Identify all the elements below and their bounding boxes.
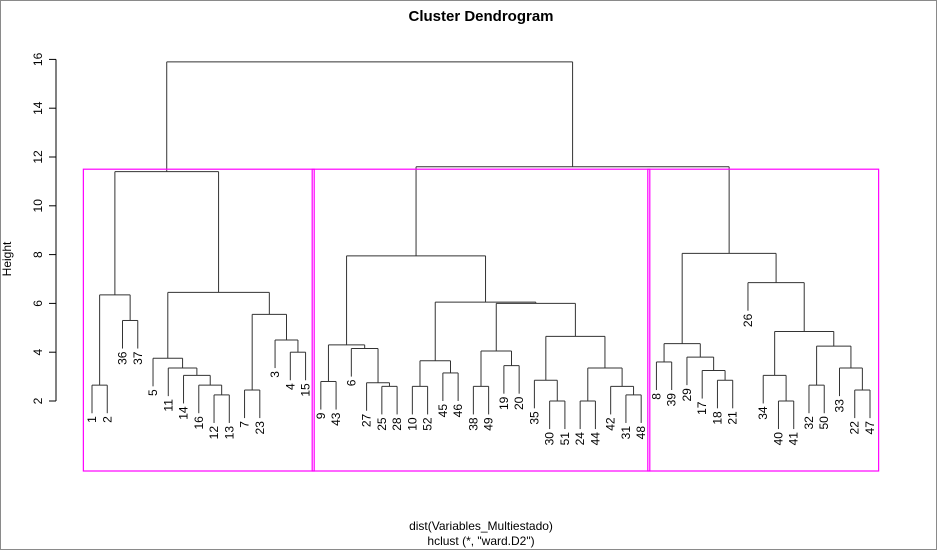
- leaf-label: 13: [222, 426, 236, 440]
- x-axis-label: dist(Variables_Multiestado): [409, 519, 553, 533]
- leaf-label: 52: [421, 417, 435, 431]
- leaf-label: 25: [375, 417, 389, 431]
- y-tick-label: 12: [31, 150, 45, 164]
- leaf-label: 38: [466, 417, 480, 431]
- leaf-label: 1: [85, 416, 99, 423]
- leaf-label: 17: [695, 401, 709, 415]
- y-tick-label: 6: [31, 300, 45, 307]
- leaf-label: 16: [192, 416, 206, 430]
- cluster-rect: [311, 168, 651, 472]
- leaf-label: 5: [146, 389, 160, 396]
- leaf-label: 11: [161, 399, 175, 412]
- leaf-label: 36: [116, 351, 130, 365]
- leaf-label: 46: [451, 404, 465, 418]
- leaf-label: 42: [604, 417, 618, 431]
- leaf-label: 19: [497, 396, 511, 410]
- dendrogram-tree: [91, 61, 871, 430]
- leaf-label: 9: [314, 412, 328, 419]
- leaf-label: 43: [329, 412, 343, 426]
- chart-title: Cluster Dendrogram: [408, 8, 553, 25]
- leaf-label: 30: [543, 432, 557, 446]
- leaf-label: 44: [588, 432, 602, 446]
- leaf-label: 22: [848, 421, 862, 435]
- method-subtitle: hclust (*, "ward.D2"): [427, 534, 534, 548]
- leaf-label: 47: [863, 421, 877, 435]
- leaf-label: 32: [802, 416, 816, 430]
- leaf-label: 49: [482, 417, 496, 431]
- y-axis-label: Height: [1, 241, 14, 276]
- leaf-label: 15: [299, 383, 313, 397]
- leaf-label: 14: [177, 406, 191, 420]
- y-tick-label: 16: [31, 52, 45, 66]
- leaf-label: 31: [619, 426, 633, 440]
- y-tick-label: 10: [31, 199, 45, 213]
- leaf-label: 50: [817, 416, 831, 430]
- y-tick-label: 2: [31, 397, 45, 404]
- leaf-label: 7: [238, 421, 252, 428]
- cluster-rect: [82, 168, 315, 472]
- leaf-label: 37: [131, 351, 145, 365]
- y-tick-label: 4: [31, 349, 45, 356]
- leaf-label: 35: [527, 411, 541, 425]
- leaf-label: 23: [253, 421, 267, 435]
- leaf-label: 33: [832, 399, 846, 413]
- leaf-label: 4: [283, 383, 297, 390]
- leaf-label: 8: [649, 393, 663, 400]
- leaf-label: 34: [756, 406, 770, 420]
- cluster-rect: [647, 168, 880, 472]
- leaf-label: 21: [726, 411, 740, 425]
- leaf-label: 51: [558, 432, 572, 446]
- leaf-label: 40: [771, 432, 785, 446]
- leaf-label: 28: [390, 417, 404, 431]
- y-axis: 2 4 6 8 10 12 14 16: [31, 52, 57, 404]
- leaf-label: 2: [100, 416, 114, 423]
- leaf-label: 27: [360, 413, 374, 427]
- leaf-label: 20: [512, 396, 526, 410]
- leaf-label: 41: [787, 432, 801, 446]
- leaf-label: 3: [268, 371, 282, 378]
- leaf-label: 10: [405, 417, 419, 431]
- leaf-label: 45: [436, 404, 450, 418]
- leaf-label: 12: [207, 426, 221, 440]
- cluster-rectangles: [82, 168, 880, 472]
- leaf-label: 48: [634, 426, 648, 440]
- y-tick-label: 8: [31, 251, 45, 258]
- leaf-label: 6: [344, 379, 358, 386]
- leaf-label: 26: [741, 313, 755, 327]
- y-tick-label: 14: [31, 101, 45, 115]
- leaf-label: 18: [710, 411, 724, 425]
- leaf-label: 39: [665, 393, 679, 407]
- leaf-label: 29: [680, 388, 694, 402]
- leaf-label: 24: [573, 432, 587, 446]
